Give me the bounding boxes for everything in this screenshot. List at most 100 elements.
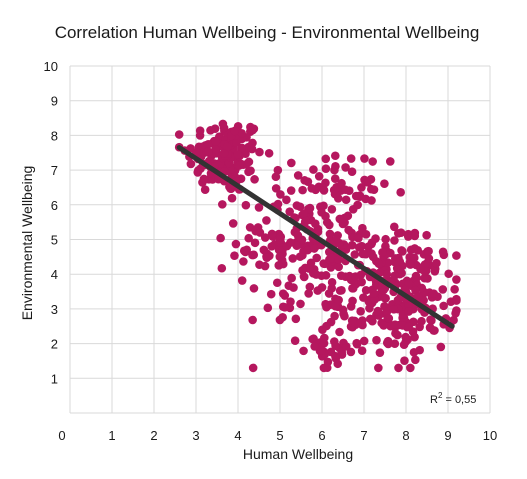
y-axis-label: Environmental Wellbeing: [19, 166, 35, 321]
data-point: [264, 148, 274, 158]
data-point: [395, 257, 405, 267]
data-point: [397, 246, 406, 255]
data-point: [295, 202, 305, 212]
data-point: [322, 321, 331, 331]
data-point: [363, 178, 372, 187]
data-point: [203, 147, 213, 156]
data-point: [230, 126, 240, 136]
data-point: [348, 296, 357, 306]
data-point: [230, 251, 239, 260]
x-axis-label: Human Wellbeing: [243, 446, 353, 462]
data-point: [239, 246, 249, 256]
data-point: [272, 278, 282, 288]
data-point: [334, 262, 344, 272]
data-point: [341, 163, 350, 172]
data-point: [321, 164, 331, 173]
data-point: [420, 273, 429, 283]
data-point: [174, 130, 184, 139]
data-point: [312, 253, 322, 263]
data-point: [341, 185, 350, 195]
data-point: [233, 150, 243, 159]
data-point: [348, 283, 358, 293]
y-tick-label: 8: [51, 128, 58, 143]
data-point: [444, 269, 453, 279]
data-point: [336, 271, 346, 280]
data-point: [219, 149, 229, 158]
data-point: [285, 207, 294, 216]
data-point: [389, 222, 399, 232]
data-point: [372, 335, 381, 345]
data-point: [393, 229, 403, 238]
data-point: [259, 245, 269, 255]
data-point: [450, 285, 459, 294]
data-point: [286, 297, 295, 306]
data-point: [341, 195, 351, 205]
x-tick-label: 7: [360, 428, 367, 443]
y-tick-label: 3: [51, 302, 58, 317]
y-tick-label: 9: [51, 94, 58, 109]
data-point: [337, 350, 347, 359]
data-points: [174, 119, 461, 373]
data-point: [255, 228, 265, 237]
data-point: [357, 241, 367, 251]
data-point: [424, 246, 433, 256]
data-point: [397, 268, 406, 278]
data-point: [266, 289, 276, 299]
y-tick-label: 6: [51, 198, 58, 213]
data-point: [248, 315, 257, 325]
data-point: [244, 157, 254, 167]
data-point: [254, 203, 264, 212]
data-point: [222, 142, 232, 152]
data-point: [303, 245, 313, 255]
data-point: [267, 229, 277, 239]
x-tick-label: 6: [318, 428, 325, 443]
y-tick-label: 1: [51, 371, 58, 386]
data-point: [411, 355, 420, 365]
data-point: [282, 195, 291, 205]
data-point: [390, 320, 400, 329]
data-point: [276, 190, 285, 199]
y-tick-label: 2: [51, 337, 58, 352]
x-tick-label: 8: [402, 428, 409, 443]
y-tick-label: 5: [51, 233, 58, 248]
data-point: [310, 342, 319, 351]
data-point: [375, 348, 385, 357]
data-point: [337, 178, 346, 188]
data-point: [250, 238, 260, 248]
x-tick-label: 5: [276, 428, 283, 443]
data-point: [330, 174, 340, 183]
x-tick-label: 9: [444, 428, 451, 443]
data-point: [247, 144, 257, 154]
data-point: [239, 257, 248, 266]
data-point: [368, 252, 378, 262]
data-point: [244, 233, 253, 243]
data-point: [415, 322, 424, 332]
data-point: [366, 314, 375, 324]
data-point: [304, 289, 313, 298]
data-point: [211, 137, 220, 146]
data-point: [374, 363, 383, 373]
data-point: [385, 157, 395, 166]
data-point: [232, 138, 241, 147]
data-point: [278, 289, 288, 298]
data-point: [286, 238, 295, 247]
data-point: [335, 214, 345, 224]
data-point: [237, 276, 247, 285]
data-point: [287, 273, 296, 283]
data-point: [406, 363, 415, 373]
data-point: [330, 337, 339, 346]
x-tick-label: 3: [192, 428, 199, 443]
data-point: [203, 140, 213, 149]
data-point: [390, 236, 399, 245]
data-point: [438, 247, 448, 257]
data-point: [319, 201, 328, 211]
data-point: [317, 346, 326, 355]
data-point: [234, 161, 244, 170]
data-point: [321, 154, 331, 164]
data-point: [363, 242, 373, 252]
data-point: [211, 144, 220, 154]
data-point: [323, 357, 333, 367]
data-point: [360, 154, 369, 163]
data-point: [263, 303, 273, 313]
